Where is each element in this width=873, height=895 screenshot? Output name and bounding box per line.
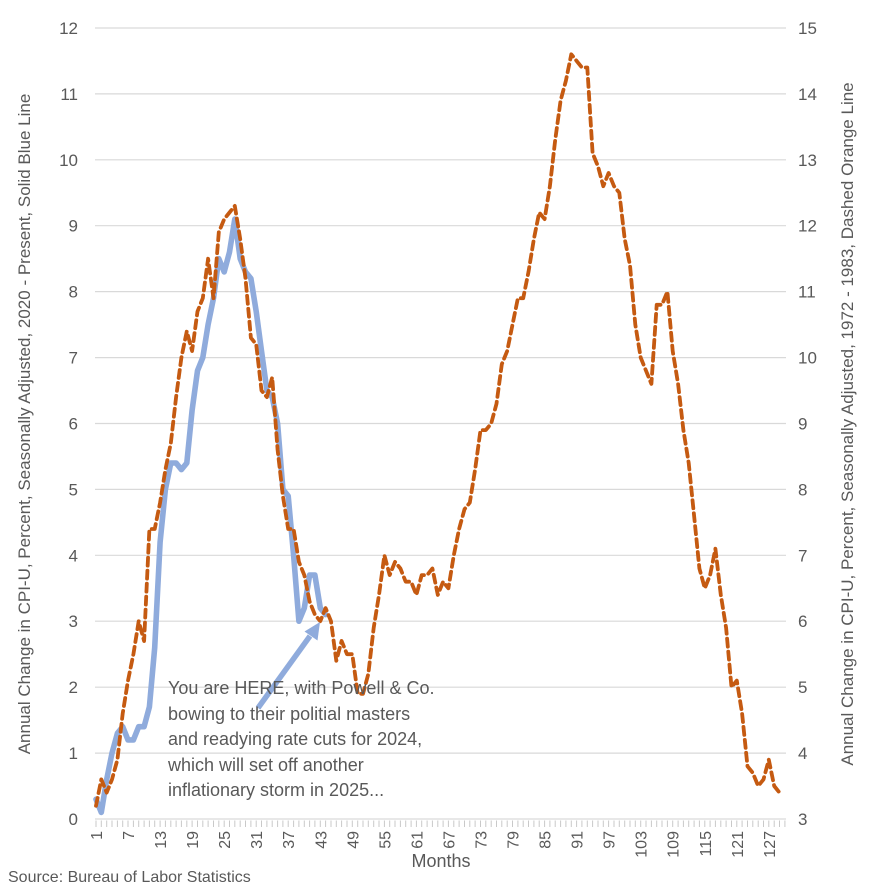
left-axis-tick: 0 xyxy=(69,810,78,829)
x-axis-tick: 7 xyxy=(121,831,138,840)
source-note: Source: Bureau of Labor Statistics xyxy=(8,869,251,886)
x-axis-tick: 55 xyxy=(377,831,394,849)
x-axis-tick: 127 xyxy=(762,831,779,858)
right-axis-tick: 10 xyxy=(798,349,817,368)
right-axis-tick: 14 xyxy=(798,85,817,104)
right-axis-tick: 8 xyxy=(798,480,807,499)
series-lines xyxy=(93,52,782,816)
arrowhead-icon xyxy=(304,622,320,641)
right-axis-tick: 3 xyxy=(798,810,807,829)
left-axis-tick: 7 xyxy=(69,349,78,368)
right-axis-tick: 4 xyxy=(798,744,807,763)
right-axis-title: Annual Change in CPI-U, Percent, Seasona… xyxy=(838,82,857,766)
left-axis-tick: 9 xyxy=(69,217,78,236)
x-axis-tick: 73 xyxy=(474,831,491,849)
x-axis-tick: 31 xyxy=(249,831,266,849)
x-axis-tick: 13 xyxy=(153,831,170,849)
left-axis-tick: 10 xyxy=(59,151,78,170)
left-axis-tick: 3 xyxy=(69,612,78,631)
right-axis-tick: 11 xyxy=(798,283,816,302)
x-axis-tick: 97 xyxy=(602,831,619,849)
annotation-arrow xyxy=(255,622,320,710)
right-axis-tick: 15 xyxy=(798,19,817,38)
left-axis-title: Annual Change in CPI-U, Percent, Seasona… xyxy=(15,93,34,755)
x-axis-tick: 19 xyxy=(185,831,202,849)
cpi-1972-1983-line xyxy=(94,52,782,808)
left-axis-tick: 5 xyxy=(69,480,78,499)
left-axis-tick: 12 xyxy=(59,19,78,38)
x-axis-tick: 85 xyxy=(538,831,555,849)
x-axis-tick: 109 xyxy=(666,831,683,858)
x-axis-tick: 37 xyxy=(281,831,298,849)
x-axis-tick: 49 xyxy=(345,831,362,849)
gridlines xyxy=(95,27,786,820)
left-axis-tick: 4 xyxy=(69,546,78,565)
left-axis-tick: 2 xyxy=(69,678,78,697)
right-axis-tick: 13 xyxy=(798,151,817,170)
x-axis-tick: 79 xyxy=(506,831,523,849)
x-axis-tick: 1 xyxy=(89,831,106,840)
x-axis-tick: 91 xyxy=(570,831,587,849)
right-axis-tick: 5 xyxy=(798,678,807,697)
x-axis-tick-labels: 1 7 13 19 25 31 37 43 49 55 61 67 73 79 85 91 97 103 109 11… xyxy=(89,831,779,858)
right-axis-tick: 7 xyxy=(798,546,807,565)
x-axis-tick: 103 xyxy=(634,831,651,858)
x-axis-title: Months xyxy=(411,851,471,871)
right-axis-tick-labels: 3 4 5 6 7 8 9 10 11 12 13 14 15 xyxy=(798,19,817,829)
x-axis-tick: 67 xyxy=(441,831,458,849)
x-axis-tick: 115 xyxy=(698,831,715,857)
x-axis-tick: 43 xyxy=(313,831,330,849)
left-axis-tick: 11 xyxy=(60,85,78,104)
right-axis-tick: 6 xyxy=(798,612,807,631)
x-axis-tick-strip xyxy=(95,820,786,827)
left-axis-tick: 6 xyxy=(69,415,78,434)
chart-annotation: You are HERE, with Powell & Co. bowing t… xyxy=(168,678,435,800)
cpi-2020-present-line xyxy=(93,216,329,816)
x-axis-tick: 25 xyxy=(217,831,234,849)
left-axis-tick: 1 xyxy=(69,744,78,763)
x-axis-tick: 61 xyxy=(409,831,426,849)
x-axis-tick: 121 xyxy=(730,831,747,858)
right-axis-tick: 9 xyxy=(798,415,807,434)
right-axis-tick: 12 xyxy=(798,217,817,236)
left-axis-tick: 8 xyxy=(69,283,78,302)
